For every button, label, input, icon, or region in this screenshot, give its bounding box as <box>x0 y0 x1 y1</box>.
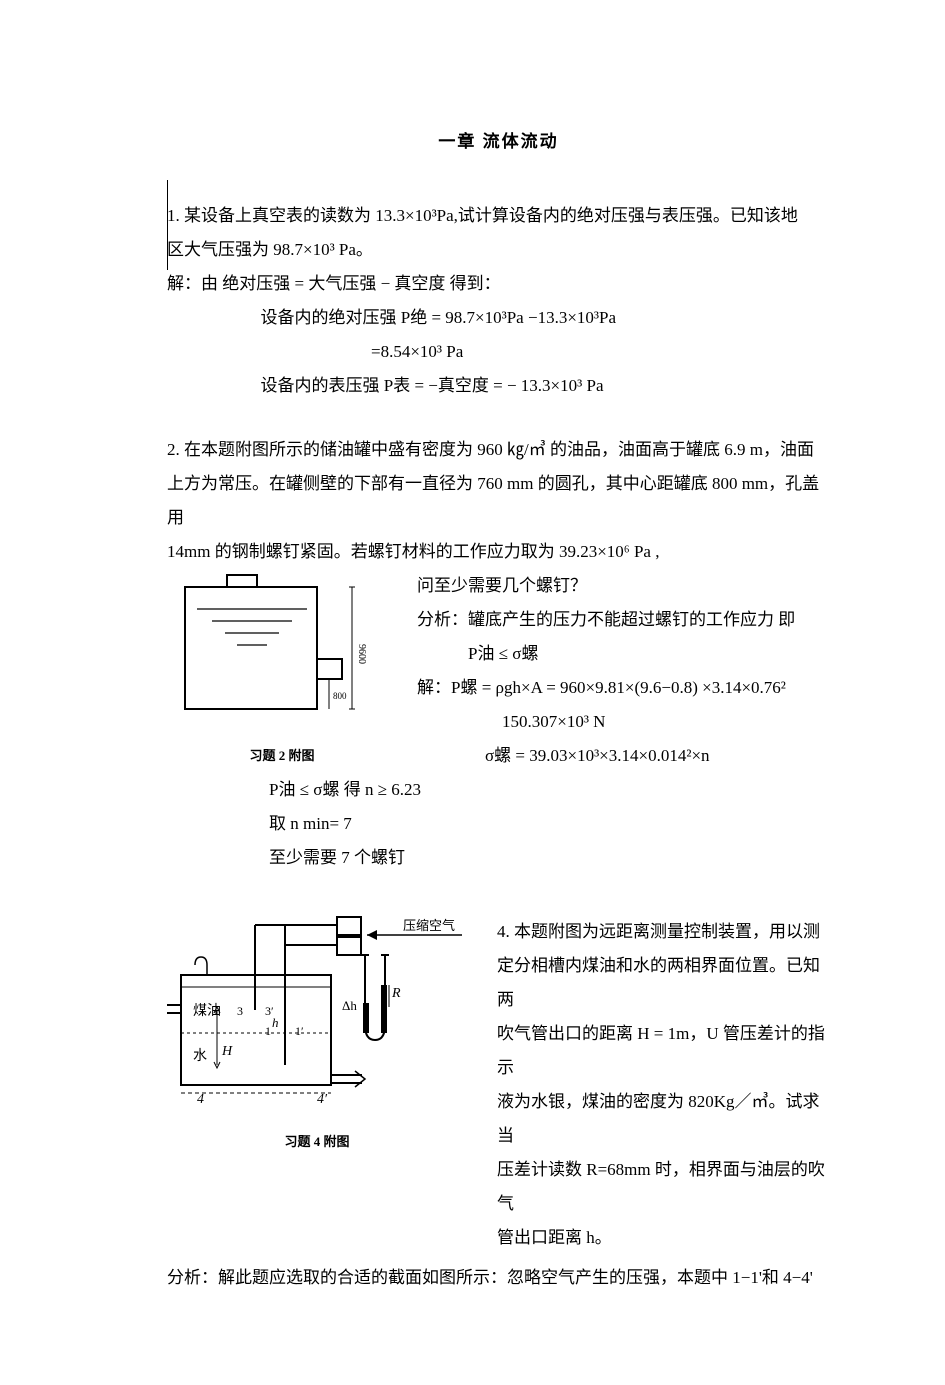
q1-line5: =8.54×10³ Pa <box>167 335 830 369</box>
q2-b3: 至少需要 7 个螺钉 <box>167 841 830 875</box>
q4-figure: 压缩空气 R Δh 煤油 水 3 <box>167 915 467 1155</box>
q4-right-text: 4. 本题附图为远距离测量控制装置，用以测 定分相槽内煤油和水的两相界面位置。已… <box>467 915 830 1255</box>
label-H: H <box>221 1044 233 1059</box>
q4-r6: 管出口距离 h。 <box>497 1221 830 1255</box>
page: 一章 流体流动 1. 某设备上真空表的读数为 13.3×10³Pa,试计算设备内… <box>0 0 945 1385</box>
q2-r5: 150.307×10³ N <box>417 705 830 739</box>
q1-line4: 设备内的绝对压强 P绝 = 98.7×10³Pa −13.3×10³Pa <box>167 301 830 335</box>
chapter-title: 一章 流体流动 <box>167 125 830 159</box>
dim-9600: 9600 <box>356 644 367 664</box>
q2-line2: 上方为常压。在罐侧壁的下部有一直径为 760 mm 的圆孔，其中心距罐底 800… <box>167 467 830 535</box>
q2-right-text: 问至少需要几个螺钉？ 分析：罐底产生的压力不能超过螺钉的工作应力 即 P油 ≤ … <box>397 569 830 773</box>
q1-line6: 设备内的表压强 P表 = −真空度 = − 13.3×10³ Pa <box>167 369 830 403</box>
tank-diagram-icon: 9600 800 <box>167 569 397 739</box>
q2-r6: σ螺 = 39.03×10³×3.14×0.014²×n <box>417 739 830 773</box>
question-4: 压缩空气 R Δh 煤油 水 3 <box>167 915 830 1295</box>
q4-figure-row: 压缩空气 R Δh 煤油 水 3 <box>167 915 830 1255</box>
label-4p: 4′ <box>317 1092 328 1107</box>
q1-line3: 解：由 绝对压强 = 大气压强 − 真空度 得到： <box>167 267 830 301</box>
q2-line1: 2. 在本题附图所示的储油罐中盛有密度为 960 ㎏/㎥ 的油品，油面高于罐底 … <box>167 433 830 467</box>
q2-figure: 9600 800 习题 2 附图 <box>167 569 397 769</box>
question-2: 2. 在本题附图所示的储油罐中盛有密度为 960 ㎏/㎥ 的油品，油面高于罐底 … <box>167 433 830 875</box>
q2-b2: 取 n min= 7 <box>167 807 830 841</box>
q2-r3: P油 ≤ σ螺 <box>417 637 830 671</box>
left-rule <box>167 180 168 270</box>
label-compressed-air: 压缩空气 <box>403 918 455 933</box>
q4-fig-caption: 习题 4 附图 <box>167 1129 467 1155</box>
q2-fig-caption: 习题 2 附图 <box>167 743 397 769</box>
q4-r3: 吹气管出口的距离 H = 1m，U 管压差计的指示 <box>497 1017 830 1085</box>
q2-figure-row: 9600 800 习题 2 附图 问至少需要几个螺钉？ 分析：罐底产生的压力不能… <box>167 569 830 773</box>
label-4: 4 <box>197 1092 204 1107</box>
label-h: h <box>272 1015 279 1030</box>
q4-bottom: 分析：解此题应选取的合适的截面如图所示：忽略空气产生的压强，本题中 1−1'和 … <box>167 1261 830 1295</box>
q2-line3: 14mm 的钢制螺钉紧固。若螺钉材料的工作应力取为 39.23×10⁶ Pa , <box>167 535 830 569</box>
q4-r2: 定分相槽内煤油和水的两相界面位置。已知两 <box>497 949 830 1017</box>
q4-r4: 液为水银，煤油的密度为 820Kg／㎥。试求当 <box>497 1085 830 1153</box>
q2-b1: P油 ≤ σ螺 得 n ≥ 6.23 <box>167 773 830 807</box>
q4-r1: 4. 本题附图为远距离测量控制装置，用以测 <box>497 915 830 949</box>
label-1: 1 <box>265 1024 271 1038</box>
q1-line2: 区大气压强为 98.7×10³ Pa。 <box>167 233 830 267</box>
label-1p: 1′ <box>295 1024 304 1038</box>
q2-r1: 问至少需要几个螺钉？ <box>417 569 830 603</box>
label-water: 水 <box>193 1048 207 1064</box>
label-dh: Δh <box>342 998 357 1013</box>
q1-line1: 1. 某设备上真空表的读数为 13.3×10³Pa,试计算设备内的绝对压强与表压… <box>167 199 830 233</box>
label-3: 3 <box>237 1004 243 1018</box>
measurement-diagram-icon: 压缩空气 R Δh 煤油 水 3 <box>167 915 467 1125</box>
q2-r4: 解：P螺 = ρgh×A = 960×9.81×(9.6−0.8) ×3.14×… <box>417 671 830 705</box>
label-R: R <box>391 986 401 1001</box>
dim-800: 800 <box>333 691 347 701</box>
question-1: 1. 某设备上真空表的读数为 13.3×10³Pa,试计算设备内的绝对压强与表压… <box>167 199 830 403</box>
q2-r2: 分析：罐底产生的压力不能超过螺钉的工作应力 即 <box>417 603 830 637</box>
q4-r5: 压差计读数 R=68mm 时，相界面与油层的吹气 <box>497 1153 830 1221</box>
